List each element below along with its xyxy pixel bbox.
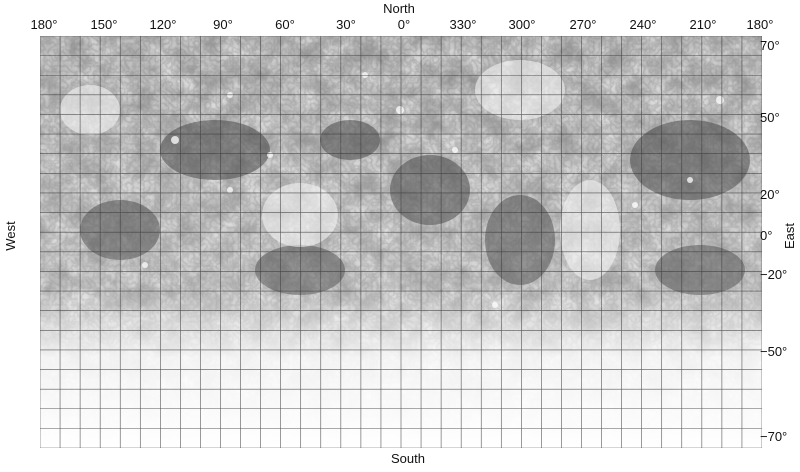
latitude-label-20: 20°	[760, 187, 780, 202]
coordinate-grid	[40, 36, 762, 448]
latitude-label-70: 70°	[760, 38, 780, 53]
latitude-label-minus70: −70°	[760, 429, 788, 444]
direction-west-label: West	[3, 221, 18, 251]
longitude-label-330: 330°	[449, 17, 477, 32]
longitude-label-0: 0°	[397, 17, 411, 32]
longitude-label-180-right: 180°	[746, 17, 774, 32]
longitude-label-120: 120°	[149, 17, 177, 32]
direction-north-label: North	[383, 1, 415, 16]
latitude-label-0: 0°	[760, 228, 773, 243]
direction-south-label: South	[391, 451, 425, 466]
direction-east-label: East	[782, 222, 797, 250]
longitude-label-300: 300°	[508, 17, 536, 32]
longitude-label-180-left: 180°	[30, 17, 58, 32]
latitude-label-minus20: −20°	[760, 267, 788, 282]
longitude-label-210: 210°	[689, 17, 717, 32]
longitude-label-60: 60°	[275, 17, 295, 32]
latitude-label-50: 50°	[760, 110, 780, 125]
longitude-label-270: 270°	[569, 17, 597, 32]
longitude-label-150: 150°	[90, 17, 118, 32]
longitude-label-90: 90°	[213, 17, 233, 32]
latitude-label-minus50: −50°	[760, 344, 788, 359]
longitude-label-240: 240°	[629, 17, 657, 32]
longitude-label-30: 30°	[336, 17, 356, 32]
